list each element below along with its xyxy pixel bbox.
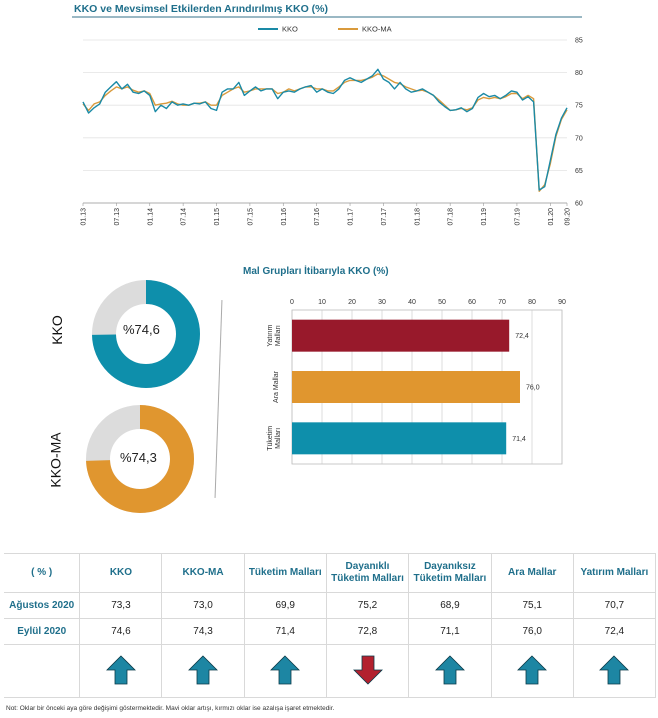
footnote: Not: Oklar bir önceki aya göre değişimi … xyxy=(6,705,335,712)
x-tick-label: 40 xyxy=(408,299,416,306)
x-tick-label: 50 xyxy=(438,299,446,306)
y-tick-label: 65 xyxy=(575,168,583,175)
kko-donut-value-arc xyxy=(92,280,200,388)
table-header-row: ( % ) KKO KKO-MA Tüketim Malları Dayanıklı T… xyxy=(4,553,657,593)
row-label: Eylül 2020 xyxy=(4,618,81,645)
table-cell: 74,6 xyxy=(79,618,163,645)
table-cell: 76,0 xyxy=(490,618,574,645)
arrow-row xyxy=(4,644,657,698)
x-tick-label: 01.14 xyxy=(147,208,154,226)
x-tick-label: 80 xyxy=(528,299,536,306)
table-row: Ağustos 2020 73,3 73,0 69,9 75,2 68,9 75,1 70,7 xyxy=(4,592,657,619)
table-header-cell: KKO-MA xyxy=(161,553,245,593)
title-underline xyxy=(72,16,582,18)
table-cell: 75,2 xyxy=(325,592,410,619)
x-tick-label: 01.18 xyxy=(414,208,421,226)
table-cell: 74,3 xyxy=(161,618,245,645)
y-tick-label: 60 xyxy=(575,201,583,208)
x-tick-label: 07.17 xyxy=(381,208,388,226)
table-cell: 73,0 xyxy=(161,592,245,619)
up-arrow-icon xyxy=(517,654,548,684)
table-header-cell: Tüketim Malları xyxy=(243,553,327,593)
table-header-cell: Dayanıksız Tüketim Malları xyxy=(408,553,492,593)
bar-value-label: 71,4 xyxy=(512,436,526,443)
up-arrow-icon xyxy=(599,654,630,684)
legend-label: KKO-MA xyxy=(362,25,392,34)
table-cell: 75,1 xyxy=(490,592,574,619)
x-tick-label: 07.14 xyxy=(181,208,188,226)
table-header-cell: Yatırım Malları xyxy=(572,553,657,593)
table-cell: 73,3 xyxy=(79,592,163,619)
bar-tüketim-malları xyxy=(292,422,507,455)
x-tick-label: 01.17 xyxy=(348,208,355,226)
line-chart-title: KKO ve Mevsimsel Etkilerden Arındırılmış… xyxy=(74,3,329,15)
kko-ma-donut-label: KKO-MA xyxy=(47,432,64,488)
y-tick-label: 75 xyxy=(575,103,583,110)
x-tick-label: 07.15 xyxy=(247,208,254,226)
bar-chart-title: Mal Grupları İtibarıyla KKO (%) xyxy=(243,266,389,277)
legend-label: KKO xyxy=(282,25,298,34)
category-label: TüketimMalları xyxy=(267,426,282,451)
x-tick-label: 20 xyxy=(348,299,356,306)
kko-donut-value: %74,6 xyxy=(123,322,160,337)
up-arrow-icon xyxy=(270,654,301,684)
row-label: Ağustos 2020 xyxy=(4,592,81,619)
table-cell: 71,1 xyxy=(408,618,492,645)
x-tick-label: 0 xyxy=(290,299,294,306)
x-tick-label: 07.16 xyxy=(314,208,321,226)
bar-yatırım-malları xyxy=(292,319,510,352)
kko-ma-donut-value: %74,3 xyxy=(120,450,157,465)
category-label: Ara Mallar xyxy=(273,370,280,403)
x-tick-label: 10 xyxy=(318,299,326,306)
category-label: YatırımMalları xyxy=(267,324,282,346)
line-chart: 60 65 70 75 80 85 01.13 07.13 01.14 07.14 01.15 07.… xyxy=(81,25,583,226)
y-tick-label: 80 xyxy=(575,70,583,77)
bar-chart: 0 10 20 30 40 50 60 70 80 90 72,4 YatırımMalları 76,… xyxy=(267,299,566,465)
y-tick-label: 85 xyxy=(575,38,583,45)
x-tick-label: 01.15 xyxy=(214,208,221,226)
x-tick-label: 01.19 xyxy=(481,208,488,226)
table-header-cell: Ara Mallar xyxy=(490,553,574,593)
series-line-kko xyxy=(82,68,568,191)
table-cell: 69,9 xyxy=(243,592,327,619)
table-cell: 72,8 xyxy=(325,618,410,645)
y-tick-label: 70 xyxy=(575,135,583,142)
section-divider xyxy=(214,300,223,498)
up-arrow-icon xyxy=(188,654,218,684)
bar-ara-mallar xyxy=(292,371,520,403)
summary-table: ( % ) KKO KKO-MA Tüketim Malları Dayanıklı T… xyxy=(4,553,657,698)
kko-ma-donut-value-arc xyxy=(86,405,194,513)
x-tick-label: 07.18 xyxy=(448,208,455,226)
table-header-cell: ( % ) xyxy=(4,553,81,593)
x-tick-label: 70 xyxy=(498,299,506,306)
table-cell: 72,4 xyxy=(572,618,657,645)
kko-donut xyxy=(92,280,200,388)
table-header-cell: KKO xyxy=(79,553,163,593)
table-cell: 68,9 xyxy=(408,592,492,619)
table-cell: 71,4 xyxy=(243,618,327,645)
series-line-kko-ma xyxy=(82,73,568,192)
x-tick-label: 30 xyxy=(378,299,386,306)
bar-value-label: 72,4 xyxy=(515,333,529,340)
x-tick-label: 60 xyxy=(468,299,476,306)
x-tick-label: 01.16 xyxy=(281,208,288,226)
x-tick-label: 09.20 xyxy=(565,208,572,226)
up-arrow-icon xyxy=(105,654,136,684)
x-tick-label: 01.20 xyxy=(548,208,555,226)
x-tick-label: 90 xyxy=(558,299,566,306)
table-cell: 70,7 xyxy=(572,592,657,619)
down-arrow-icon xyxy=(352,655,383,685)
up-arrow-icon xyxy=(434,654,465,684)
x-tick-label: 07.13 xyxy=(114,208,121,226)
x-tick-label: 07.19 xyxy=(514,208,521,226)
kko-donut-label: KKO xyxy=(48,315,65,345)
table-row: Eylül 2020 74,6 74,3 71,4 72,8 71,1 76,0 72,4 xyxy=(4,618,657,645)
x-tick-label: 01.13 xyxy=(81,208,88,226)
kko-ma-donut xyxy=(86,405,194,513)
bar-value-label: 76,0 xyxy=(526,385,540,392)
table-header-cell: Dayanıklı Tüketim Malları xyxy=(325,553,410,593)
